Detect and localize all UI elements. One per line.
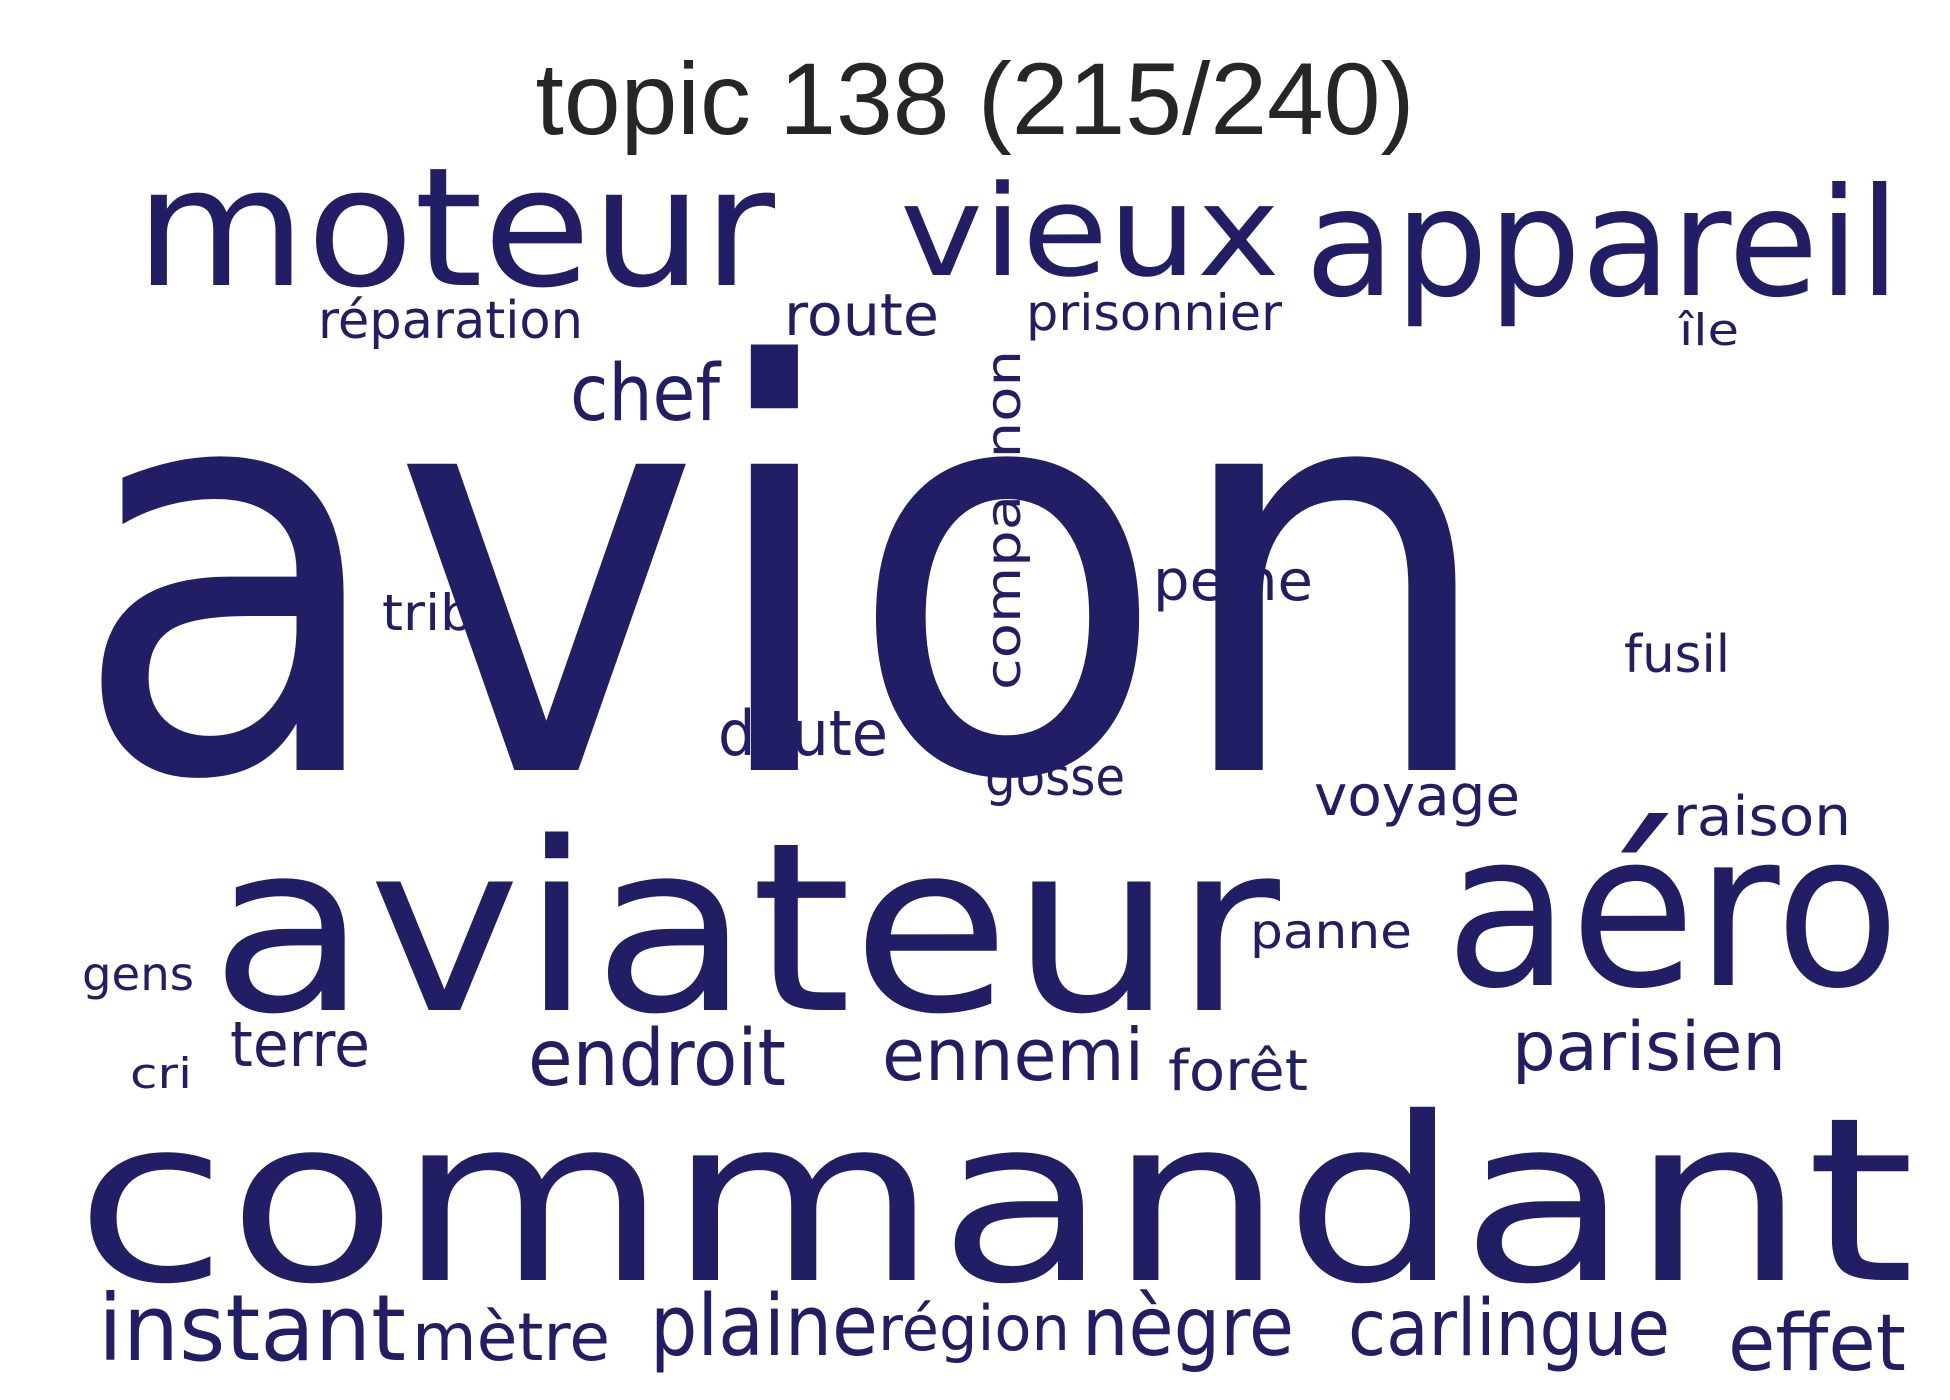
cloud-word-20: route <box>784 281 939 349</box>
cloud-word-1: commandant <box>75 1068 1915 1334</box>
cloud-word-16: mètre <box>412 1299 610 1376</box>
cloud-word-9: ennemi <box>882 1013 1144 1097</box>
cloud-word-22: prisonnier <box>1026 284 1282 342</box>
cloud-word-7: chef <box>570 349 721 439</box>
cloud-word-10: parisien <box>1512 1008 1786 1087</box>
cloud-word-25: tribu <box>382 584 508 642</box>
cloud-word-15: effet <box>1728 1299 1906 1389</box>
cloud-word-17: région <box>878 1292 1070 1365</box>
cloud-word-32: gens <box>82 947 194 1001</box>
cloud-word-3: aéro <box>1445 785 1900 1036</box>
cloud-word-0: avion <box>70 251 1500 903</box>
cloud-word-29: raison <box>1673 785 1851 848</box>
cloud-word-4: moteur <box>135 132 775 324</box>
cloud-word-28: voyage <box>1314 764 1520 829</box>
cloud-word-33: cri <box>130 1049 192 1098</box>
cloud-word-19: doute <box>718 697 888 770</box>
cloud-word-30: panne <box>1250 904 1412 960</box>
cloud-word-11: instant <box>98 1275 406 1382</box>
cloud-word-26: fusil <box>1624 625 1730 685</box>
cloud-word-27: gosse <box>985 748 1125 808</box>
cloud-word-18: terre <box>230 1008 370 1081</box>
cloud-word-12: plaine <box>650 1277 878 1376</box>
cloud-title: topic 138 (215/240) <box>535 42 1415 156</box>
cloud-word-24: peine <box>1153 549 1313 614</box>
cloud-word-23: compagnon <box>976 350 1032 690</box>
cloud-word-5: appareil <box>1305 157 1900 331</box>
cloud-word-34: île <box>1678 305 1739 356</box>
cloud-word-6: vieux <box>900 158 1280 305</box>
cloud-word-31: forêt <box>1168 1039 1308 1104</box>
cloud-word-13: nègre <box>1082 1280 1294 1375</box>
cloud-word-21: réparation <box>318 291 583 351</box>
cloud-word-2: aviateur <box>210 793 1280 1066</box>
cloud-word-8: endroit <box>528 1014 786 1104</box>
cloud-word-14: carlingue <box>1348 1284 1670 1374</box>
